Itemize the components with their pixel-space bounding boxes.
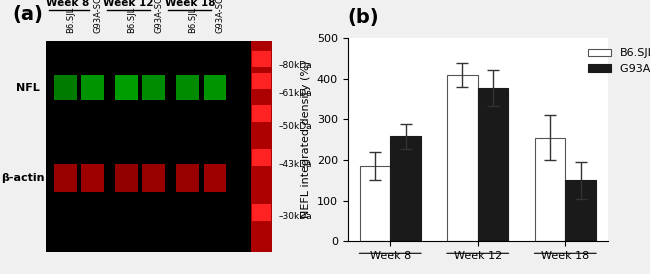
Bar: [176, 164, 199, 192]
Text: –80kDa: –80kDa: [278, 61, 312, 70]
Text: Week 8: Week 8: [46, 0, 89, 8]
Bar: [252, 105, 271, 122]
Bar: [478, 88, 508, 241]
Bar: [252, 149, 271, 166]
Bar: [359, 166, 390, 241]
Bar: [176, 75, 199, 100]
Bar: [115, 75, 138, 100]
Legend: B6.SJL, G93A -SOD1: B6.SJL, G93A -SOD1: [584, 44, 650, 78]
Bar: [252, 51, 271, 67]
Bar: [251, 41, 272, 252]
Bar: [203, 164, 226, 192]
Text: Week 12: Week 12: [103, 0, 154, 8]
Bar: [390, 136, 421, 241]
Text: (b): (b): [348, 8, 380, 27]
Bar: [447, 75, 478, 241]
Text: B6.SJL: B6.SJL: [127, 7, 136, 33]
Text: G93A-SOD1: G93A-SOD1: [155, 0, 164, 33]
Text: B6.SJL: B6.SJL: [188, 7, 197, 33]
Bar: [142, 164, 165, 192]
Text: B6.SJL: B6.SJL: [66, 7, 75, 33]
Y-axis label: NEFL integrated density (%): NEFL integrated density (%): [302, 61, 311, 218]
Bar: [252, 73, 271, 89]
Bar: [115, 164, 138, 192]
Bar: [566, 180, 596, 241]
Bar: [81, 164, 104, 192]
Text: –43kDa: –43kDa: [278, 160, 312, 169]
Bar: [46, 41, 272, 252]
Text: (a): (a): [12, 5, 44, 24]
Bar: [252, 204, 271, 221]
Bar: [54, 75, 77, 100]
Text: Week 18: Week 18: [164, 0, 215, 8]
Bar: [81, 75, 104, 100]
Text: G93A-SOD1: G93A-SOD1: [216, 0, 225, 33]
Bar: [142, 75, 165, 100]
Text: –50kDa: –50kDa: [278, 122, 312, 130]
Bar: [535, 138, 566, 241]
Text: –30kDa: –30kDa: [278, 212, 312, 221]
Text: NFL: NFL: [16, 83, 40, 93]
Text: β-actin: β-actin: [1, 173, 45, 183]
Bar: [54, 164, 77, 192]
Text: –61kDa: –61kDa: [278, 89, 312, 98]
Text: G93A-SOD1: G93A-SOD1: [94, 0, 103, 33]
Bar: [203, 75, 226, 100]
